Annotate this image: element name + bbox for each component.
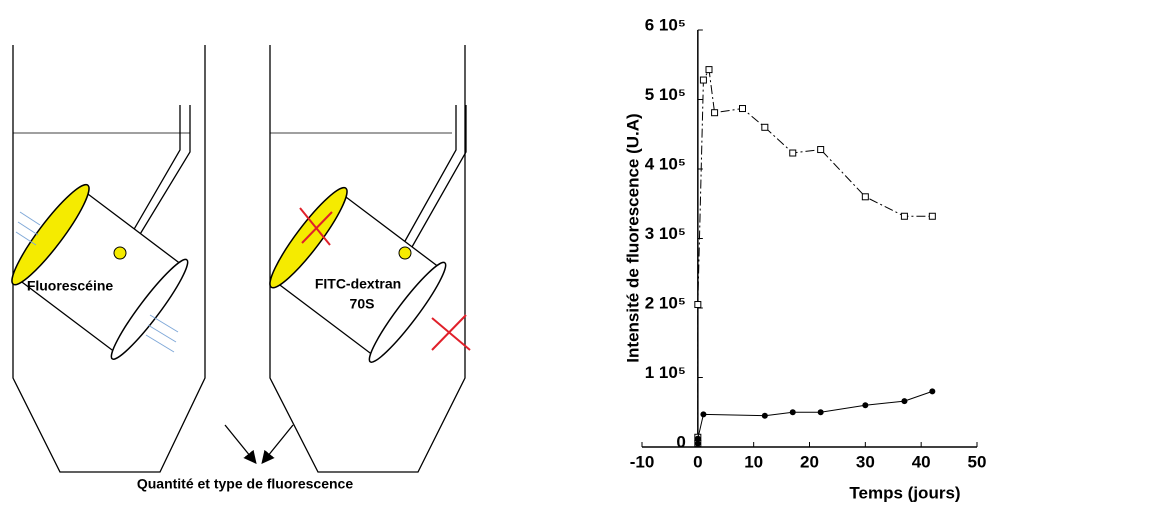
data-point — [929, 388, 936, 395]
y-axis-label: Intensité de fluorescence (U.A) — [623, 113, 642, 362]
data-point — [861, 193, 869, 201]
data-point — [928, 212, 936, 220]
tube-label: 70S — [350, 296, 375, 312]
x-tick-label: -10 — [630, 452, 655, 471]
data-point — [761, 123, 769, 131]
y-tick-label: 0 — [676, 432, 685, 451]
x-axis-label: Temps (jours) — [849, 483, 960, 502]
data-point — [694, 301, 702, 309]
y-tick-label: 5 10⁵ — [645, 85, 686, 104]
series-line — [697, 68, 933, 444]
data-point — [901, 398, 908, 405]
probe-tip — [113, 246, 127, 260]
x-tick-label: 40 — [912, 452, 931, 471]
data-point — [789, 149, 797, 157]
data-point — [694, 435, 701, 442]
data-point — [761, 412, 768, 419]
tube-left — [12, 45, 206, 473]
x-tick-label: 30 — [856, 452, 875, 471]
data-point — [817, 146, 825, 154]
y-tick-label: 4 10⁵ — [645, 154, 686, 173]
data-point — [694, 440, 701, 447]
cassette-left — [11, 183, 189, 360]
tube-right — [269, 45, 467, 473]
arrows — [224, 424, 294, 465]
data-point — [711, 109, 719, 117]
y-tick-label: 2 10⁵ — [645, 293, 686, 312]
data-point — [699, 76, 707, 84]
x-tick-label: 50 — [968, 452, 987, 471]
x-tick-label: 20 — [800, 452, 819, 471]
y-tick-label: 3 10⁵ — [645, 224, 686, 243]
tube-label: Fluorescéine — [27, 278, 114, 294]
cassette-right — [269, 186, 447, 363]
data-point — [900, 212, 908, 220]
x-tick-label: 0 — [693, 452, 702, 471]
probe-tip — [398, 246, 412, 260]
y-tick-label: 1 10⁵ — [645, 363, 686, 382]
tube-label: FITC-dextran — [315, 276, 401, 292]
data-point — [789, 409, 796, 416]
caption: Quantité et type de fluorescence — [137, 476, 353, 492]
y-tick-label: 6 10⁵ — [645, 15, 686, 34]
data-point — [817, 409, 824, 416]
blocked-marks — [299, 207, 471, 351]
series-line — [697, 390, 933, 444]
data-point — [739, 105, 746, 113]
data-point — [705, 66, 713, 74]
data-point — [862, 402, 869, 409]
data-point — [700, 411, 707, 418]
emission-arrows-left — [15, 211, 179, 353]
x-tick-label: 10 — [744, 452, 763, 471]
